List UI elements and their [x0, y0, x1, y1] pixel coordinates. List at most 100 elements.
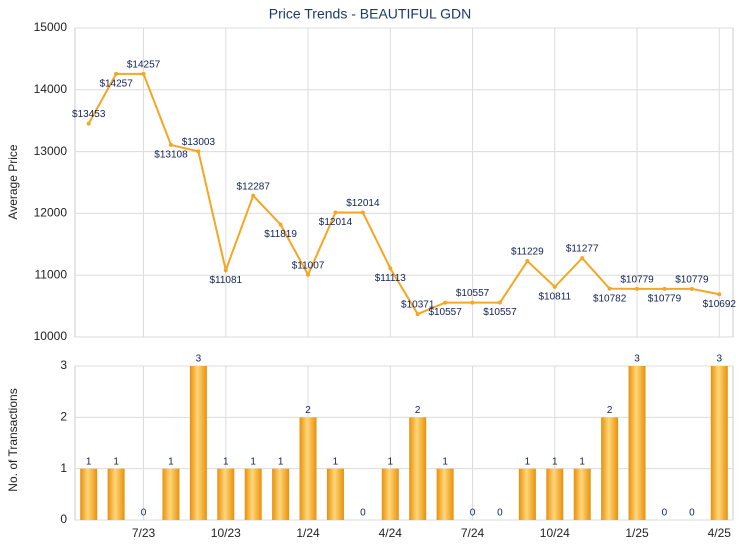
y-axis-label: No. of Transactions [6, 388, 20, 491]
point [141, 71, 146, 76]
point [607, 286, 612, 291]
data-label: $11819 [264, 229, 297, 240]
y-tick-label: 1 [60, 461, 67, 475]
data-label: $14257 [127, 60, 161, 71]
data-label: 1 [442, 456, 448, 467]
data-label: $10557 [456, 288, 490, 299]
data-label: 1 [278, 456, 284, 467]
bar [80, 468, 98, 520]
data-label: $11007 [292, 260, 325, 271]
bar [518, 468, 536, 520]
data-label: 3 [634, 354, 640, 365]
data-label: $10811 [538, 292, 571, 303]
y-tick-label: 2 [60, 410, 67, 424]
point [470, 300, 475, 305]
plot-area [74, 27, 734, 338]
point [580, 256, 585, 261]
bar [162, 468, 180, 520]
point [552, 284, 557, 289]
x-tick-label: 7/24 [461, 526, 485, 540]
y-tick-label: 3 [60, 358, 67, 372]
point [415, 312, 420, 317]
plot-area [74, 365, 734, 521]
data-label: 1 [168, 456, 174, 467]
x-tick-label: 10/24 [540, 526, 570, 540]
data-label: 1 [333, 456, 339, 467]
data-label: $11113 [375, 273, 407, 284]
point [635, 286, 640, 291]
y-tick-label: 11000 [35, 267, 68, 281]
data-label: 2 [305, 405, 311, 416]
point [689, 286, 694, 291]
data-label: 0 [360, 508, 366, 519]
y-tick-label: 12000 [34, 206, 68, 220]
x-tick-label: 1/24 [296, 526, 320, 540]
data-label: 2 [607, 405, 613, 416]
point [251, 193, 256, 198]
data-label: $12287 [237, 181, 271, 192]
line [87, 72, 720, 316]
x-tick-label: 4/25 [708, 526, 732, 540]
y-tick-label: 13000 [34, 144, 68, 158]
data-label: $10371 [401, 300, 435, 311]
bar [244, 468, 262, 520]
data-label: $11081 [209, 275, 242, 286]
bar [272, 468, 290, 520]
y-tick-label: 14000 [34, 82, 68, 96]
x-tick-label: 4/24 [379, 526, 403, 540]
bar [436, 468, 454, 520]
point [306, 272, 311, 277]
data-label: $10557 [483, 307, 517, 318]
bar [217, 468, 235, 520]
bar [409, 417, 427, 520]
y-axis-label: Average Price [6, 144, 20, 219]
point [662, 286, 667, 291]
data-label: 1 [388, 456, 394, 467]
data-label: $12014 [319, 217, 353, 228]
data-label: 1 [579, 456, 585, 467]
bar [710, 366, 728, 520]
data-label: 0 [689, 508, 695, 519]
data-label: $14257 [99, 79, 133, 90]
bar [546, 468, 564, 520]
point [223, 268, 228, 273]
data-label: 0 [497, 508, 503, 519]
data-label: $10782 [593, 293, 627, 304]
x-tick-label: 1/25 [625, 526, 649, 540]
point [114, 71, 119, 76]
data-label: 1 [552, 456, 558, 467]
point [168, 142, 173, 147]
bar [326, 468, 344, 520]
y-tick-label: 10000 [34, 329, 68, 343]
chart-title: Price Trends - BEAUTIFUL GDN [269, 6, 472, 22]
bar [189, 366, 207, 520]
bar [299, 417, 317, 520]
x-tick-label: 10/23 [211, 526, 241, 540]
bar [601, 417, 619, 520]
data-label: $13108 [154, 150, 188, 161]
point [360, 210, 365, 215]
point [86, 121, 91, 126]
point [333, 210, 338, 215]
data-label: $10557 [428, 307, 462, 318]
data-label: $10692 [703, 299, 737, 310]
y-tick-label: 0 [60, 512, 67, 526]
data-label: $10779 [620, 274, 654, 285]
data-label: 0 [470, 508, 476, 519]
data-label: $10779 [648, 293, 682, 304]
data-label: $13453 [72, 109, 106, 120]
data-label: 1 [86, 456, 92, 467]
point [717, 292, 722, 297]
data-label: 3 [196, 354, 202, 365]
data-label: 1 [113, 456, 119, 467]
data-label: $11277 [566, 244, 599, 255]
data-label: 1 [250, 456, 256, 467]
data-label: 1 [525, 456, 531, 467]
point [497, 300, 502, 305]
bar [628, 366, 646, 520]
data-label: $11229 [511, 247, 544, 258]
data-label: 0 [141, 508, 147, 519]
data-label: 0 [662, 508, 668, 519]
data-label: 1 [223, 456, 229, 467]
